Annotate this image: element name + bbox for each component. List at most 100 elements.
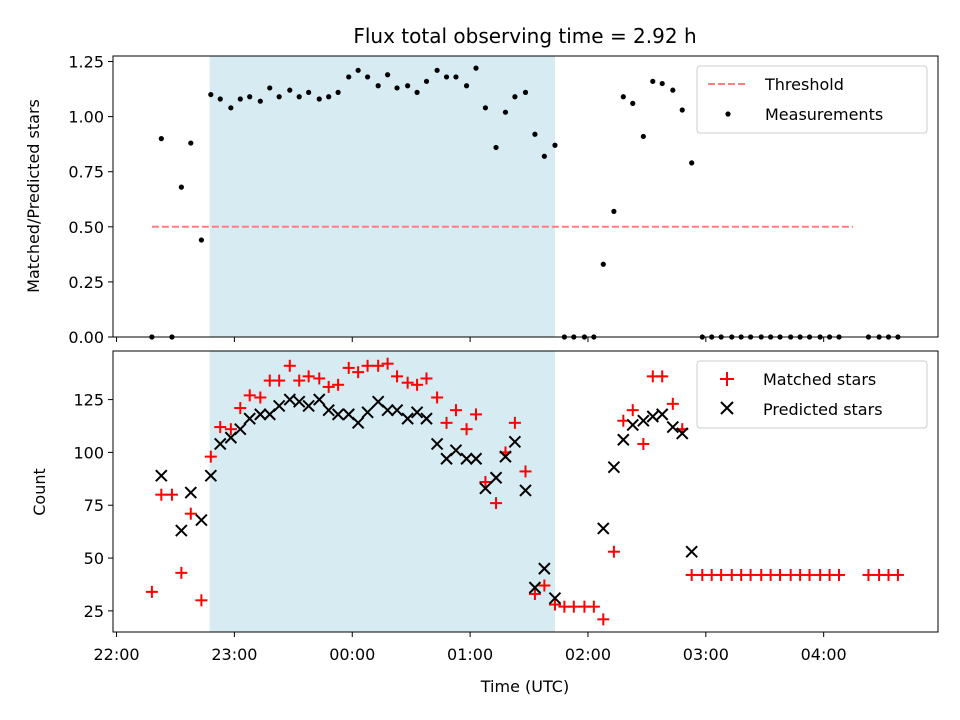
matched-star-point — [431, 391, 444, 404]
predicted-star-point — [390, 403, 404, 417]
matched-star-point — [528, 587, 541, 600]
matched-star-point — [372, 359, 385, 372]
predicted-star-point — [175, 524, 188, 537]
predicted-star-point — [489, 471, 503, 484]
matched-star-point — [401, 376, 414, 389]
measurement-point — [326, 94, 332, 100]
predicted-star-point — [685, 545, 698, 558]
measurement-point — [394, 85, 400, 91]
predicted-star-point — [351, 416, 365, 430]
matched-star-point — [243, 389, 256, 402]
matched-star-point — [637, 437, 650, 450]
measurement-point — [217, 96, 223, 102]
bottom-axes-frame — [112, 350, 939, 633]
matched-star-point — [479, 475, 492, 488]
predicted-star-point — [272, 399, 286, 413]
predicted-star-point — [479, 482, 492, 495]
measurement-point — [296, 94, 302, 100]
predicted-star-point — [234, 422, 247, 436]
matched-star-point — [204, 450, 217, 463]
measurement-point — [659, 80, 665, 87]
matched-star-point — [155, 488, 168, 501]
measurement-point — [600, 261, 606, 267]
measurement-point — [276, 94, 282, 100]
measurement-point — [364, 74, 371, 80]
y-tick-label: 0.25 — [68, 273, 104, 292]
predicted-star-point — [331, 408, 345, 421]
predicted-star-point — [313, 393, 326, 406]
measurement-point — [620, 94, 626, 100]
predicted-star-point — [361, 406, 374, 419]
predicted-star-point — [676, 427, 689, 440]
measurement-point — [375, 83, 381, 89]
y-tick-label: 0.50 — [68, 218, 104, 237]
predicted-star-point — [243, 412, 256, 425]
top-panel: 0.00 0.25 0.50 0.75 1.00 1.25 Flux total obse… — [24, 24, 939, 347]
matched-star-point — [567, 600, 580, 613]
predicted-star-point — [381, 403, 394, 417]
top-axes-frame — [112, 55, 939, 338]
top-shaded-region — [209, 56, 555, 337]
measurement-point — [502, 109, 509, 115]
matched-star-point — [273, 374, 286, 387]
matched-stars-legend-label: Matched stars — [763, 370, 876, 389]
measurement-point — [512, 94, 518, 100]
measurement-point — [541, 153, 547, 159]
matched-star-point — [774, 568, 787, 581]
matched-star-point — [283, 359, 296, 372]
measurement-point — [287, 87, 293, 93]
predicted-star-point — [195, 513, 208, 527]
predicted-star-point — [204, 469, 218, 482]
measurement-point — [346, 74, 352, 80]
matched-star-point — [352, 366, 365, 379]
matched-star-point — [891, 568, 904, 581]
measurement-point — [522, 89, 529, 95]
measurement-point — [453, 74, 459, 80]
y-tick-label: 100 — [73, 443, 104, 462]
matched-star-point — [175, 566, 188, 579]
measurement-point — [423, 78, 430, 84]
y-tick-label: 1.00 — [68, 108, 104, 127]
measurement-point — [552, 142, 558, 148]
measurement-point — [237, 96, 243, 102]
matched-star-point — [322, 380, 335, 393]
top-marks — [149, 65, 901, 340]
predicted-star-point — [420, 412, 433, 425]
predicted-stars-legend-label: Predicted stars — [763, 400, 883, 419]
predicted-star-point — [460, 452, 473, 465]
matched-star-point — [626, 404, 639, 417]
predicted-star-point — [519, 484, 532, 497]
measurement-point — [228, 105, 234, 111]
x-tick-label: 23:00 — [211, 645, 257, 664]
measurement-point — [198, 237, 204, 243]
matched-star-point — [302, 370, 315, 383]
matched-star-point — [490, 497, 503, 510]
y-tick-label: 1.25 — [68, 53, 104, 72]
matched-star-point — [145, 585, 158, 598]
matched-star-point — [420, 372, 433, 385]
matched-star-point — [519, 465, 532, 478]
predicted-star-point — [283, 393, 296, 406]
x-tick-label: 00:00 — [329, 645, 375, 664]
x-tick-label: 03:00 — [683, 645, 729, 664]
matched-star-point — [293, 374, 306, 387]
predicted-star-point — [401, 412, 414, 425]
measurement-point — [316, 96, 322, 102]
threshold-legend-label: Threshold — [764, 75, 844, 94]
top-y-ticks: 0.00 0.25 0.50 0.75 1.00 1.25 — [68, 53, 113, 347]
matched-star-point — [381, 357, 394, 370]
chart-title: Flux total observing time = 2.92 h — [353, 24, 696, 48]
matched-star-point — [234, 402, 247, 415]
measurement-point — [385, 72, 391, 78]
x-tick-label: 01:00 — [447, 645, 493, 664]
matched-star-point — [744, 568, 757, 581]
predicted-star-point — [508, 435, 522, 449]
matched-star-point — [411, 378, 424, 391]
measurement-point — [670, 87, 676, 93]
measurement-point — [443, 74, 450, 80]
matched-star-point — [803, 568, 816, 581]
measurement-point — [532, 131, 538, 137]
predicted-star-point — [184, 486, 197, 499]
top-legend-box — [696, 65, 928, 134]
measurement-point — [482, 105, 489, 111]
